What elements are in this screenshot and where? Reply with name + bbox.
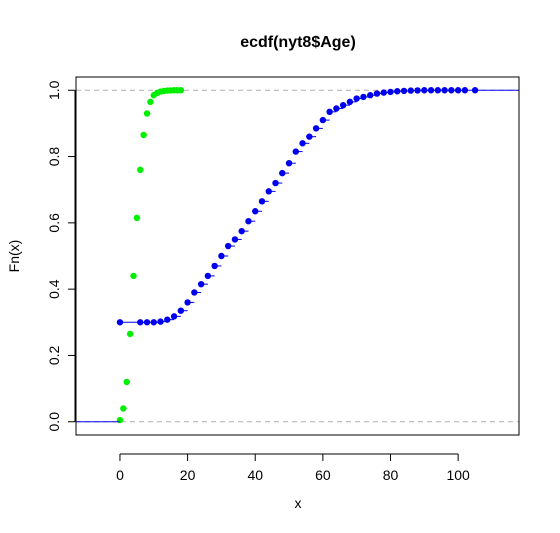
data-point [265,188,272,195]
data-point [157,318,164,325]
data-point [421,87,428,94]
data-point [143,319,151,326]
data-point [414,87,421,94]
data-point [218,252,225,260]
data-point [130,272,137,280]
data-point [333,105,340,112]
axes: 0 20 40 60 80 100 0.0 0.2 0.4 0.6 0.8 1.0 [46,80,470,483]
data-point [164,316,171,323]
x-tick-label: 40 [247,467,263,483]
data-point [272,179,279,187]
y-tick-label: 0.0 [46,412,62,432]
data-point [116,416,124,424]
data-point [448,87,455,94]
x-tick-label: 80 [383,467,399,483]
data-point [360,93,367,101]
data-point [147,98,154,106]
data-point [177,307,185,314]
x-tick-label: 20 [180,467,196,483]
data-point [312,125,320,132]
data-point [245,217,252,225]
data-point [137,166,144,174]
data-point [120,405,127,412]
data-point [471,87,479,94]
data-point [252,208,259,215]
data-point [339,101,347,109]
data-point [394,88,401,95]
data-point [367,92,374,99]
data-point [279,169,286,177]
data-point [373,90,381,97]
y-tick-label: 0.6 [46,213,62,233]
series-layer [76,87,519,424]
data-point [184,299,191,306]
data-point [353,95,360,102]
data-point [380,89,387,96]
data-point [126,330,134,338]
x-tick-label: 60 [315,467,331,483]
y-tick-label: 0.4 [46,279,62,299]
data-point [170,313,178,320]
data-point [299,140,306,147]
data-point [434,87,442,94]
x-tick-label: 100 [446,467,470,483]
data-point [211,262,218,270]
data-point [285,159,293,167]
data-point [191,289,198,296]
data-point [427,87,435,94]
chart-title: ecdf(nyt8$Age) [240,34,356,51]
y-axis-label: Fn(x) [6,240,22,273]
data-point [123,378,130,386]
data-point [258,198,266,205]
data-point [133,214,141,222]
data-point [292,148,300,155]
x-tick-label: 0 [116,467,124,483]
data-point [231,236,239,243]
data-point [177,87,185,94]
data-point [346,98,354,106]
data-point [454,87,462,94]
data-point [326,108,333,116]
data-point [116,319,124,326]
data-point [140,131,147,139]
x-axis-label: x [295,495,302,511]
data-point [400,87,408,95]
data-point [306,133,313,140]
reference-lines [76,89,519,423]
y-tick-label: 1.0 [46,80,62,100]
series-0 [116,87,185,424]
data-point [150,319,157,326]
series-1 [76,87,519,423]
data-point [238,227,245,235]
data-point [143,110,151,117]
data-point [319,116,327,124]
data-point [387,88,394,96]
data-point [204,272,212,280]
y-tick-label: 0.8 [46,147,62,167]
plot-frame [75,76,520,436]
data-point [407,87,414,94]
data-point [137,319,144,326]
data-point [461,87,469,94]
y-tick-label: 0.2 [46,346,62,366]
data-point [224,242,232,250]
data-point [441,87,448,94]
data-point [197,280,205,288]
